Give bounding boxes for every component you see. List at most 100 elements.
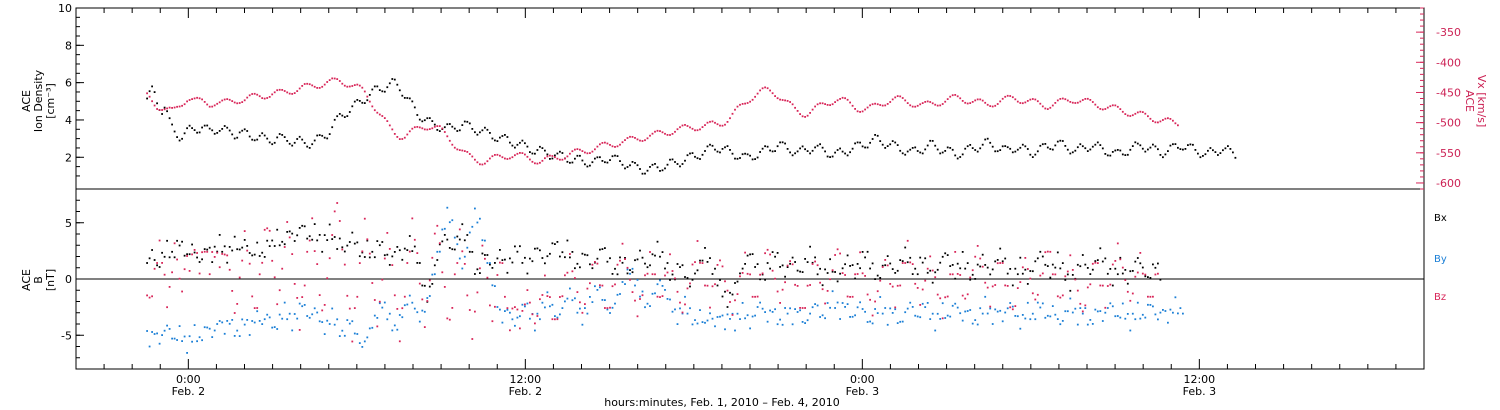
top-series-point [273, 91, 276, 94]
b-series-point-bx [766, 262, 769, 264]
b-series-point-bx [418, 262, 421, 264]
top-series-point [484, 162, 486, 165]
top-series-point [1096, 106, 1099, 109]
top-series-point [1124, 113, 1127, 115]
b-series-point-bz [328, 257, 331, 260]
b-series-point-bx [1101, 260, 1104, 263]
b-series-point-bx [804, 258, 806, 260]
b-series-point-bx [236, 248, 239, 251]
b-series-point-bx [1031, 270, 1034, 273]
b-series-point-bx [889, 262, 892, 265]
b-series-point-bz [1119, 258, 1122, 261]
b-series-point-bz [799, 307, 801, 309]
b-series-point-bx [391, 255, 394, 258]
b-series-point-bz [303, 284, 306, 287]
b-series-point-bz [556, 318, 559, 321]
b-series-point-bz [188, 270, 191, 272]
b-series-point-bz [786, 264, 789, 267]
top-series-point [376, 111, 379, 114]
top-series-point [684, 159, 686, 162]
b-series-point-bx [471, 251, 474, 253]
b-series-point-bx [509, 257, 511, 260]
top-left-axis-label-line3: [cm⁻³] [44, 83, 57, 119]
b-series-point-by [291, 329, 294, 332]
b-series-point-bx [1089, 273, 1092, 275]
b-series-point-bx [331, 238, 334, 240]
top-series-point [1004, 145, 1007, 147]
top-series-point [944, 150, 947, 152]
top-series-point [1169, 144, 1172, 147]
b-series-point-by [791, 323, 794, 326]
top-series-point [336, 115, 339, 118]
b-series-point-bx [1029, 270, 1032, 272]
top-series-point [1114, 149, 1117, 152]
top-series-point [506, 136, 509, 138]
b-series-point-bz [228, 268, 231, 271]
b-series-point-bx [656, 240, 659, 243]
top-series-point [291, 144, 294, 147]
b-series-point-bz [669, 253, 671, 256]
top-series-point [564, 157, 566, 160]
b-series-point-bz [1101, 284, 1104, 287]
b-series-point-bx [1064, 279, 1067, 281]
top-series-point [634, 162, 636, 164]
b-series-point-by [641, 290, 644, 293]
top-series-point [1131, 114, 1134, 117]
top-series-point [413, 126, 416, 129]
b-series-point-bz [248, 262, 251, 265]
top-series-point [243, 99, 246, 102]
b-series-point-by [378, 302, 381, 305]
top-series-point [441, 127, 444, 130]
top-series-point [283, 136, 286, 138]
b-series-point-bz [974, 255, 977, 258]
b-series-point-bz [386, 232, 389, 234]
b-series-point-bx [1061, 262, 1064, 264]
b-series-point-bz [433, 232, 436, 235]
top-series-point [171, 107, 173, 109]
top-series-point [999, 149, 1002, 151]
top-series-point [1147, 148, 1149, 151]
b-series-point-bx [436, 259, 439, 261]
top-series-point [256, 138, 259, 141]
b-series-point-by [1136, 301, 1139, 304]
b-series-point-bz [534, 322, 536, 325]
b-series-point-bz [679, 301, 681, 304]
b-series-point-bz [819, 281, 821, 284]
top-series-point [223, 125, 226, 127]
top-series-point [736, 105, 739, 108]
b-series-point-bx [358, 255, 361, 258]
b-series-point-bx [356, 241, 359, 244]
top-series-point [869, 104, 871, 107]
b-series-point-by [844, 306, 846, 308]
b-series-point-bx [736, 280, 739, 283]
b-series-point-by [226, 320, 229, 322]
top-series-point [779, 141, 781, 144]
b-series-point-by [233, 335, 236, 337]
b-series-point-bx [746, 254, 749, 257]
top-series-point [814, 146, 816, 149]
top-series-point [959, 97, 962, 100]
top-series-point [476, 133, 479, 136]
b-series-point-by [804, 322, 806, 324]
top-series-point [639, 168, 641, 170]
b-series-point-by [919, 316, 922, 319]
top-series-point [1004, 95, 1007, 98]
b-series-point-bz [216, 251, 219, 254]
b-series-point-by [196, 340, 198, 343]
top-series-point [183, 132, 186, 135]
b-series-point-bz [959, 274, 962, 276]
b-series-point-bz [541, 294, 544, 296]
b-series-point-by [654, 292, 656, 295]
top-series-point [348, 111, 351, 113]
b-series-point-bz [283, 246, 286, 248]
top-series-point [321, 134, 324, 137]
top-series-point [739, 157, 741, 159]
b-series-point-bz [1024, 257, 1027, 259]
b-series-point-bx [251, 254, 254, 257]
b-series-point-bx [1136, 257, 1139, 259]
b-series-point-by [423, 310, 426, 313]
top-series-point [759, 151, 761, 153]
top-series-point [1169, 118, 1172, 120]
b-series-point-by [1154, 313, 1157, 316]
